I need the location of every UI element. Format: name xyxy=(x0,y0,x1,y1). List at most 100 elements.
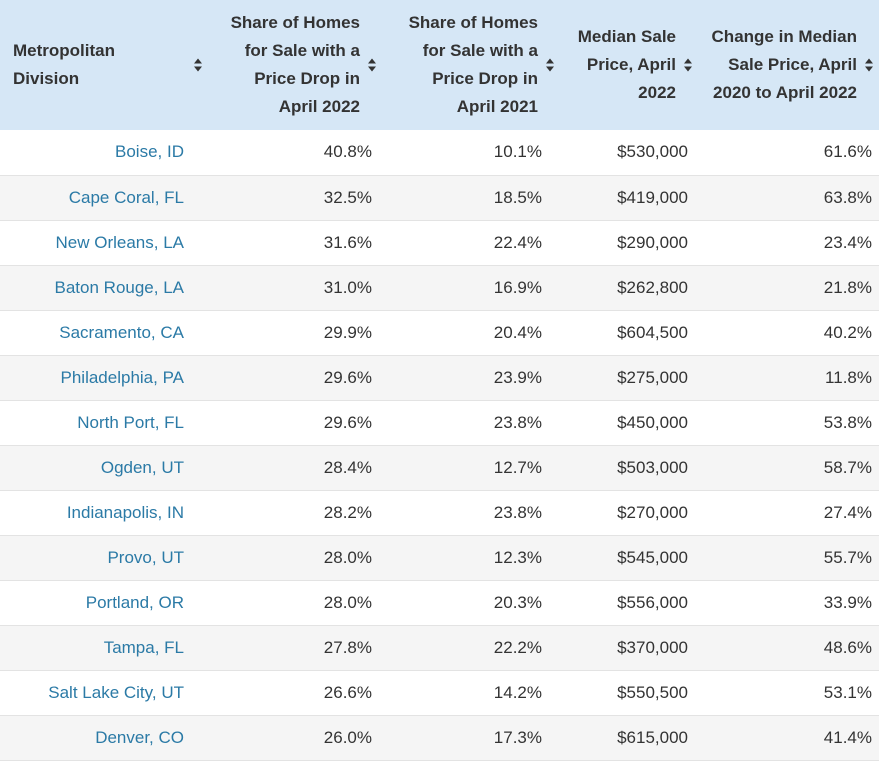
column-header-metropolitan-division[interactable]: Metropolitan Division xyxy=(0,0,204,130)
metro-cell: Ogden, UT xyxy=(100,457,184,477)
price-drop-2022-cell: 28.4% xyxy=(323,457,372,477)
price-change-cell: 11.8% xyxy=(825,367,872,387)
metro-cell: Tampa, FL xyxy=(103,637,184,657)
price-change-cell: 61.6% xyxy=(823,142,872,162)
table-header: Metropolitan Division Share of Homes for… xyxy=(0,0,879,130)
median-price-cell: $530,000 xyxy=(617,142,688,162)
metro-cell: Sacramento, CA xyxy=(59,322,184,342)
metro-cell: Denver, CO xyxy=(95,727,184,747)
price-change-cell: 53.8% xyxy=(823,412,872,432)
table-row: Provo, UT 28.0% 12.3% $545,000 55.7% xyxy=(0,535,879,580)
table-row: Salt Lake City, UT 26.6% 14.2% $550,500 53.1… xyxy=(0,670,879,715)
price-drop-2022-cell: 29.9% xyxy=(323,322,372,342)
median-price-cell: $262,800 xyxy=(617,277,688,297)
price-drop-2021-cell: 22.4% xyxy=(493,232,542,252)
sort-icon[interactable] xyxy=(683,58,692,72)
median-price-cell: $419,000 xyxy=(617,187,688,207)
sort-icon[interactable] xyxy=(193,58,202,72)
table-body: Boise, ID 40.8% 10.1% $530,000 61.6% Cape Cor… xyxy=(0,130,879,760)
table-row: North Port, FL 29.6% 23.8% $450,000 53.8% xyxy=(0,400,879,445)
price-drop-2022-cell: 27.8% xyxy=(323,637,372,657)
price-drop-2022-cell: 40.8% xyxy=(323,142,372,162)
price-drop-2022-cell: 31.0% xyxy=(323,277,372,297)
table-row: New Orleans, LA 31.6% 22.4% $290,000 23.4% xyxy=(0,220,879,265)
price-drop-2021-cell: 17.3% xyxy=(493,727,542,747)
median-price-cell: $556,000 xyxy=(617,592,688,612)
table-row: Cape Coral, FL 32.5% 18.5% $419,000 63.8% xyxy=(0,175,879,220)
table-row: Portland, OR 28.0% 20.3% $556,000 33.9% xyxy=(0,580,879,625)
metro-cell: Indianapolis, IN xyxy=(66,502,184,522)
table-row: Boise, ID 40.8% 10.1% $530,000 61.6% xyxy=(0,130,879,175)
median-price-cell: $503,000 xyxy=(617,457,688,477)
table-row: Indianapolis, IN 28.2% 23.8% $270,000 27.4% xyxy=(0,490,879,535)
metro-cell: New Orleans, LA xyxy=(55,232,185,252)
price-change-cell: 41.4% xyxy=(823,727,872,747)
price-drop-2021-cell: 18.5% xyxy=(493,187,542,207)
column-header-median-sale-price[interactable]: Median Sale Price, April 2022 xyxy=(560,0,698,130)
price-change-cell: 53.1% xyxy=(823,682,872,702)
metro-cell: Philadelphia, PA xyxy=(60,367,185,387)
price-change-cell: 21.8% xyxy=(823,277,872,297)
column-header-label: Share of Homes for Sale with a Price Dro… xyxy=(230,13,360,116)
median-price-cell: $270,000 xyxy=(617,502,688,522)
price-drop-2021-cell: 12.3% xyxy=(493,547,542,567)
sort-icon[interactable] xyxy=(367,58,376,72)
metro-cell: North Port, FL xyxy=(77,412,184,432)
price-drop-2021-cell: 16.9% xyxy=(493,277,542,297)
median-price-cell: $604,500 xyxy=(617,322,688,342)
price-change-cell: 48.6% xyxy=(823,637,872,657)
price-change-cell: 58.7% xyxy=(823,457,872,477)
column-header-label: Metropolitan Division xyxy=(13,41,115,88)
table-row: Baton Rouge, LA 31.0% 16.9% $262,800 21.8% xyxy=(0,265,879,310)
metro-cell: Salt Lake City, UT xyxy=(48,682,184,702)
metro-cell: Cape Coral, FL xyxy=(68,187,184,207)
price-drop-2021-cell: 23.8% xyxy=(493,502,542,522)
column-header-price-drop-2022[interactable]: Share of Homes for Sale with a Price Dro… xyxy=(204,0,382,130)
price-change-cell: 27.4% xyxy=(823,502,872,522)
column-header-median-price-change[interactable]: Change in Median Sale Price, April 2020 … xyxy=(698,0,879,130)
column-header-label: Median Sale Price, April 2022 xyxy=(577,27,676,102)
table-row: Philadelphia, PA 29.6% 23.9% $275,000 11.8% xyxy=(0,355,879,400)
sort-icon[interactable] xyxy=(545,58,554,72)
metro-cell: Baton Rouge, LA xyxy=(54,277,184,297)
column-header-label: Change in Median Sale Price, April 2020 … xyxy=(711,27,857,102)
table-row: Sacramento, CA 29.9% 20.4% $604,500 40.2% xyxy=(0,310,879,355)
price-drop-2021-cell: 22.2% xyxy=(493,637,542,657)
price-change-cell: 63.8% xyxy=(823,187,872,207)
median-price-cell: $290,000 xyxy=(617,232,688,252)
header-row: Metropolitan Division Share of Homes for… xyxy=(0,0,879,130)
column-header-price-drop-2021[interactable]: Share of Homes for Sale with a Price Dro… xyxy=(382,0,560,130)
table-row: Ogden, UT 28.4% 12.7% $503,000 58.7% xyxy=(0,445,879,490)
table-row: Tampa, FL 27.8% 22.2% $370,000 48.6% xyxy=(0,625,879,670)
median-price-cell: $450,000 xyxy=(617,412,688,432)
table-row: Denver, CO 26.0% 17.3% $615,000 41.4% xyxy=(0,715,879,760)
price-drop-2021-cell: 20.4% xyxy=(493,322,542,342)
price-drop-2022-cell: 31.6% xyxy=(323,232,372,252)
median-price-cell: $275,000 xyxy=(617,367,688,387)
metro-cell: Provo, UT xyxy=(107,547,184,567)
sort-icon[interactable] xyxy=(864,58,873,72)
price-drop-2021-cell: 14.2% xyxy=(493,682,542,702)
price-drop-2021-cell: 23.9% xyxy=(493,367,542,387)
median-price-cell: $550,500 xyxy=(617,682,688,702)
price-drop-2022-cell: 28.0% xyxy=(323,547,372,567)
price-drop-2022-cell: 32.5% xyxy=(323,187,372,207)
median-price-cell: $615,000 xyxy=(617,727,688,747)
price-drop-2022-cell: 28.2% xyxy=(323,502,372,522)
median-price-cell: $545,000 xyxy=(617,547,688,567)
median-price-cell: $370,000 xyxy=(617,637,688,657)
price-drop-2022-cell: 26.0% xyxy=(323,727,372,747)
price-drop-2021-cell: 23.8% xyxy=(493,412,542,432)
metro-cell: Portland, OR xyxy=(85,592,184,612)
price-change-cell: 33.9% xyxy=(823,592,872,612)
price-drop-2021-cell: 10.1% xyxy=(493,142,542,162)
price-drop-2022-cell: 29.6% xyxy=(323,412,372,432)
price-drop-2021-cell: 12.7% xyxy=(493,457,542,477)
metro-cell: Boise, ID xyxy=(115,142,184,162)
price-change-cell: 23.4% xyxy=(823,232,872,252)
price-drop-2021-cell: 20.3% xyxy=(493,592,542,612)
column-header-label: Share of Homes for Sale with a Price Dro… xyxy=(408,13,538,116)
price-drop-2022-cell: 28.0% xyxy=(323,592,372,612)
price-drop-2022-cell: 26.6% xyxy=(323,682,372,702)
